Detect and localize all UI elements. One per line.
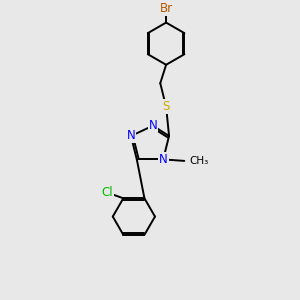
Text: CH₃: CH₃ <box>190 156 209 166</box>
Text: Br: Br <box>160 2 173 15</box>
Text: N: N <box>127 130 135 142</box>
Text: S: S <box>162 100 170 113</box>
Text: Cl: Cl <box>102 186 113 199</box>
Text: N: N <box>148 119 157 132</box>
Text: N: N <box>159 153 168 166</box>
